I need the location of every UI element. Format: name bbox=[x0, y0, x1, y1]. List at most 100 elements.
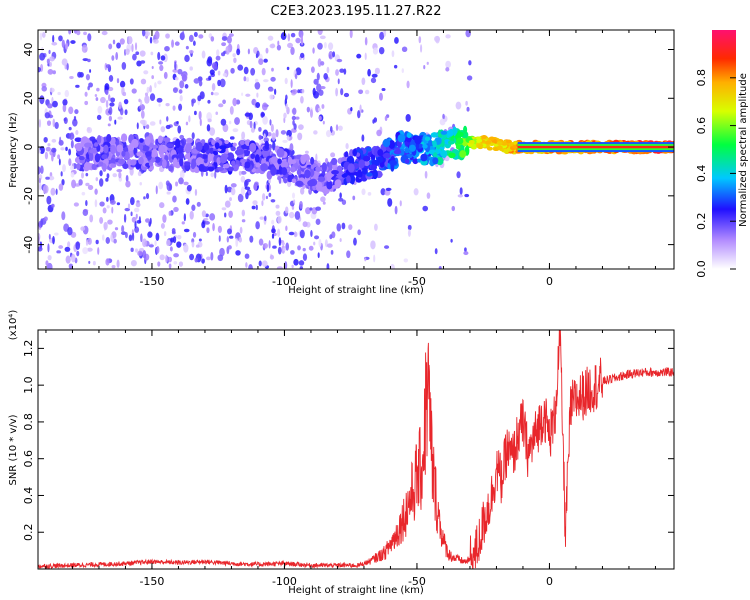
spectrogram-noise-blob bbox=[38, 66, 42, 73]
spectrogram-noise-blob bbox=[244, 112, 251, 117]
spectrogram-noise-blob bbox=[95, 97, 99, 102]
spectrogram-noise-blob bbox=[162, 214, 167, 223]
spectrogram-noise-blob bbox=[173, 261, 178, 265]
spectrogram-noise-blob bbox=[285, 242, 290, 251]
spectrogram-noise-blob bbox=[75, 130, 79, 135]
spectrogram-ridge-blob bbox=[91, 163, 97, 170]
spectrogram-noise-blob bbox=[293, 231, 297, 238]
spectrogram-noise-blob bbox=[261, 200, 264, 207]
spectrogram-noise-blob bbox=[86, 247, 93, 252]
spectrogram-ridge-blob bbox=[441, 151, 447, 159]
spectrogram-noise-blob bbox=[133, 207, 140, 213]
spectrogram-noise-blob bbox=[238, 236, 242, 243]
spectrogram-noise-blob bbox=[151, 66, 154, 70]
spectrogram-ridge-blob bbox=[124, 151, 130, 160]
spectrogram-ridge-blob bbox=[310, 156, 315, 165]
spectrogram-ridge-blob bbox=[154, 156, 161, 163]
spectrogram-y-axis-label: Frequency (Hz) bbox=[8, 112, 19, 188]
spectrogram-noise-blob bbox=[394, 205, 398, 215]
spectrogram-ridge-blob bbox=[420, 153, 428, 162]
spectrogram-noise-blob bbox=[339, 192, 342, 199]
spectrogram-noise-blob bbox=[361, 134, 365, 142]
spectrogram-noise-blob bbox=[150, 51, 154, 56]
spectrogram-noise-blob bbox=[295, 67, 302, 76]
spectrogram-noise-blob bbox=[46, 120, 52, 126]
spectrogram-noise-blob bbox=[206, 256, 211, 261]
spectrogram-ridge-blob bbox=[280, 160, 289, 168]
spectrogram-ridge-blob bbox=[485, 140, 492, 145]
spectrogram-noise-blob bbox=[364, 37, 368, 46]
spectrogram-noise-blob bbox=[108, 94, 111, 102]
spectrogram-noise-blob bbox=[256, 50, 260, 57]
spectrogram-noise-blob bbox=[210, 91, 214, 96]
snr-panel: -150 -100 -50 0 0.2 0.4 0.6 0.8 1.0 1.2 Height of… bbox=[8, 310, 675, 596]
spectrogram-ridge-blob bbox=[195, 141, 203, 152]
spectrogram-noise-blob bbox=[318, 238, 322, 248]
spectrogram-noise-blob bbox=[38, 177, 41, 184]
spectrogram-ridge-blob bbox=[89, 151, 94, 162]
spectrogram-noise-blob bbox=[299, 201, 303, 209]
spectrogram-noise-blob bbox=[245, 93, 251, 97]
spectrogram-noise-blob bbox=[61, 58, 68, 66]
spectrogram-noise-blob bbox=[244, 253, 250, 259]
spectrogram-noise-blob bbox=[87, 237, 92, 245]
spectrogram-ridge-blob bbox=[150, 148, 158, 159]
spectrogram-noise-blob bbox=[177, 68, 183, 75]
spectrogram-noise-blob bbox=[168, 263, 172, 269]
spectrogram-noise-blob bbox=[82, 209, 89, 217]
spectrogram-noise-blob bbox=[341, 222, 346, 230]
spectrogram-noise-blob bbox=[147, 231, 153, 238]
spectrogram-noise-blob bbox=[174, 41, 180, 46]
spectrogram-noise-blob bbox=[335, 69, 339, 76]
spectrogram-noise-blob bbox=[45, 260, 49, 266]
spectrogram-noise-blob bbox=[166, 239, 171, 247]
spectrogram-noise-blob bbox=[229, 106, 234, 115]
spectrogram-noise-blob bbox=[86, 126, 93, 134]
snr-y-tick-label: 1.0 bbox=[22, 376, 35, 394]
colorbar-tick-label: 0.0 bbox=[695, 260, 708, 278]
spectrogram-y-tick-label: -20 bbox=[22, 187, 35, 205]
spectrogram-noise-blob bbox=[149, 121, 156, 126]
spectrogram-noise-blob bbox=[218, 103, 224, 108]
spectrogram-ridge-blob bbox=[200, 139, 206, 144]
spectrogram-ridge-blob bbox=[185, 142, 192, 153]
spectrogram-noise-blob bbox=[75, 241, 81, 250]
spectrogram-noise-blob bbox=[274, 88, 277, 95]
spectrogram-noise-blob bbox=[456, 171, 461, 179]
spectrogram-noise-blob bbox=[353, 237, 357, 246]
spectrogram-y-tick-label: 40 bbox=[22, 43, 35, 57]
spectrogram-noise-blob bbox=[47, 103, 53, 109]
spectrogram-noise-blob bbox=[172, 69, 179, 73]
spectrogram-noise-blob bbox=[422, 205, 429, 212]
spectrogram-noise-blob bbox=[59, 136, 62, 145]
spectrogram-noise-blob bbox=[148, 221, 152, 227]
spectrogram-noise-blob bbox=[381, 87, 386, 92]
spectrogram-ridge-blob bbox=[224, 139, 229, 145]
spectrogram-noise-blob bbox=[103, 221, 108, 231]
spectrogram-noise-blob bbox=[119, 38, 125, 45]
spectrogram-noise-blob bbox=[315, 153, 318, 163]
spectrogram-ridge-blob bbox=[501, 141, 508, 146]
spectrogram-noise-blob bbox=[149, 36, 153, 44]
spectrogram-noise-blob bbox=[189, 253, 195, 261]
spectrogram-noise-blob bbox=[320, 61, 325, 66]
spectrogram-noise-blob bbox=[209, 69, 215, 75]
spectrogram-noise-blob bbox=[154, 30, 160, 40]
spectrogram-panel: -150 -100 -50 0 -40 -20 0 20 40 Height of straig… bbox=[8, 29, 675, 296]
spectrogram-ridge-blob bbox=[315, 166, 322, 173]
spectrogram-noise-blob bbox=[118, 101, 122, 110]
spectrogram-ridge-blob bbox=[326, 180, 333, 190]
spectrogram-ridge-blob bbox=[348, 174, 356, 184]
spectrogram-noise-blob bbox=[247, 48, 250, 55]
spectrogram-noise-blob bbox=[315, 218, 321, 225]
spectrogram-noise-blob bbox=[165, 254, 168, 264]
spectrogram-noise-blob bbox=[224, 212, 227, 218]
spectrogram-noise-blob bbox=[140, 233, 143, 243]
snr-line bbox=[38, 330, 674, 569]
spectrogram-noise-blob bbox=[69, 76, 74, 80]
spectrogram-noise-blob bbox=[196, 201, 201, 207]
spectrogram-noise-blob bbox=[112, 39, 116, 45]
spectrogram-noise-blob bbox=[268, 192, 272, 198]
spectrogram-ridge-blob bbox=[456, 131, 464, 137]
